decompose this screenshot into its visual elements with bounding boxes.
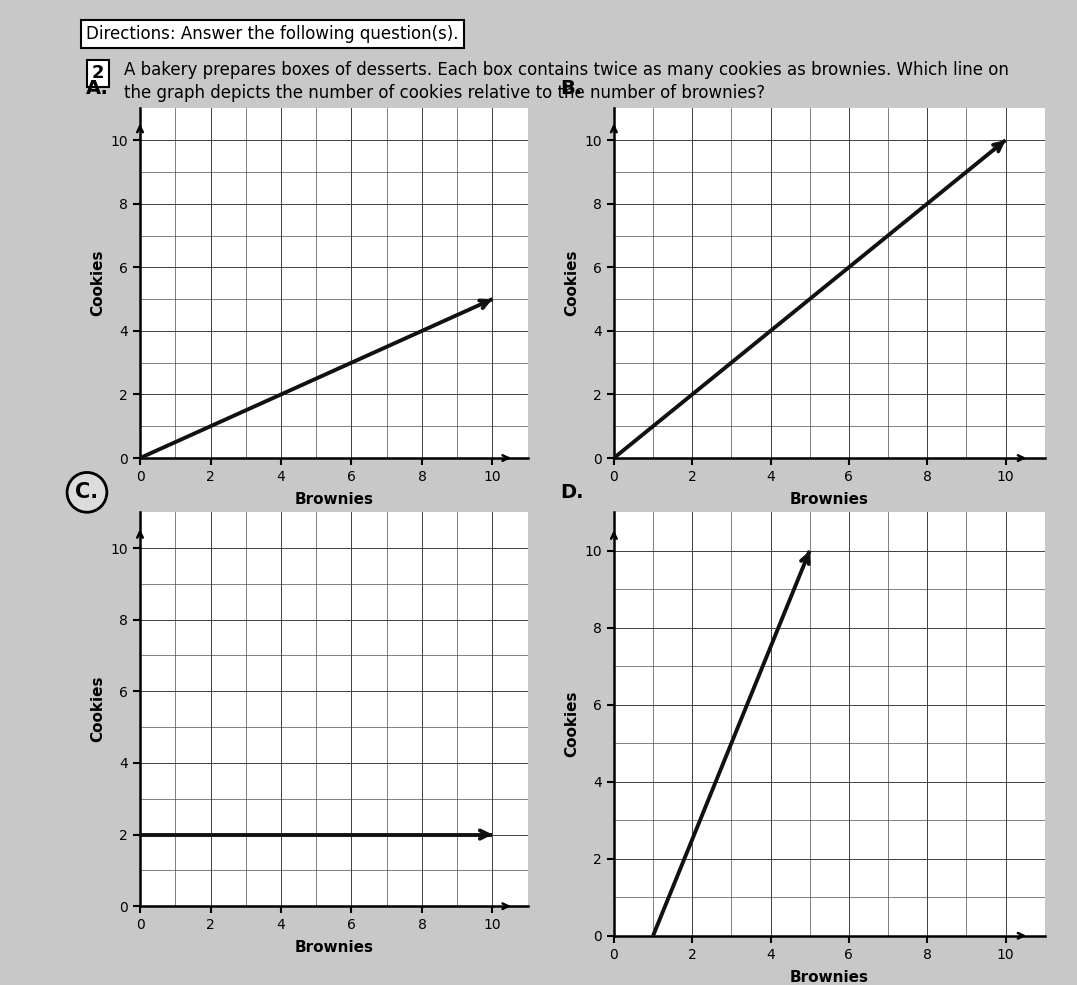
Text: D.: D. (560, 484, 584, 502)
X-axis label: Brownies: Brownies (789, 970, 869, 985)
Text: C.: C. (75, 483, 98, 502)
Y-axis label: Cookies: Cookies (564, 690, 579, 757)
Y-axis label: Cookies: Cookies (90, 676, 106, 743)
Text: the graph depicts the number of cookies relative to the number of brownies?: the graph depicts the number of cookies … (124, 84, 765, 101)
Text: 2: 2 (92, 64, 104, 82)
Y-axis label: Cookies: Cookies (90, 250, 106, 316)
Text: Directions: Answer the following question(s).: Directions: Answer the following questio… (86, 25, 459, 42)
Text: A.: A. (86, 80, 109, 98)
X-axis label: Brownies: Brownies (294, 492, 374, 507)
Text: B.: B. (560, 80, 583, 98)
X-axis label: Brownies: Brownies (789, 492, 869, 507)
Text: A bakery prepares boxes of desserts. Each box contains twice as many cookies as : A bakery prepares boxes of desserts. Eac… (124, 61, 1009, 79)
X-axis label: Brownies: Brownies (294, 941, 374, 955)
Y-axis label: Cookies: Cookies (564, 250, 579, 316)
